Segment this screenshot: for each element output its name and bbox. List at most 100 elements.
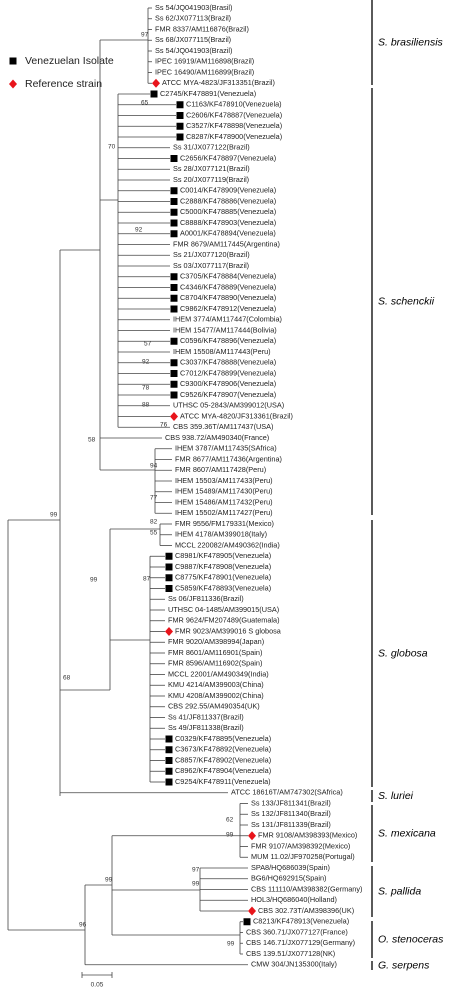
diamond-marker (248, 831, 256, 841)
clade-label: G. serpens (378, 959, 430, 971)
leaf-label: FMR 9108/AM398393(Mexico) (258, 831, 357, 840)
bootstrap-value: 55 (150, 530, 158, 537)
leaf-label: Ss 131/JF811339(Brazil) (251, 820, 331, 829)
leaf-label: C2606/KF478887(Venezuela) (186, 110, 282, 119)
clade-label: S. brasiliensis (378, 36, 444, 48)
clade-label: S. luriei (378, 790, 414, 802)
leaf-label: FMR 8679/AM117445(Argentina) (173, 239, 280, 248)
bootstrap-value: 99 (90, 577, 98, 584)
square-marker (170, 273, 178, 281)
square-marker (170, 305, 178, 313)
leaf-label: C2656/KF478897(Venezuela) (180, 153, 276, 162)
square-marker (170, 284, 178, 291)
square-marker (150, 90, 158, 98)
square-marker (170, 380, 178, 388)
bootstrap-value: 57 (144, 341, 152, 348)
leaf-label: C4346/KF478889(Venezuela) (180, 282, 276, 291)
leaf-label: CMW 304/JN135300(Italy) (251, 960, 337, 969)
square-marker (165, 585, 173, 592)
leaf-label: C3673/KF478892(Venezuela) (175, 745, 271, 754)
leaf-label: C3705/KF478884(Venezuela) (180, 272, 276, 281)
square-marker (165, 735, 173, 743)
bootstrap-value: 87 (143, 576, 151, 583)
bootstrap-value: 97 (192, 867, 200, 874)
diamond-marker (9, 79, 17, 89)
leaf-label: IHEM 15502/AM117427(Peru) (175, 508, 273, 517)
bootstrap-value: 92 (135, 227, 143, 234)
leaf-label: C2745/KF478891(Venezuela) (160, 89, 256, 98)
leaf-label: C9526/KF478907(Venezuela) (180, 390, 276, 399)
leaf-label: FMR 8601/AM116901(Spain) (168, 648, 262, 657)
leaf-label: A0001/KF478894(Venezuela) (180, 229, 276, 238)
leaf-label: CBS 111110/AM398382(Germany) (251, 884, 362, 893)
bootstrap-value: 77 (150, 495, 158, 502)
square-marker (165, 757, 173, 764)
leaf-label: UTHSC 04-1485/AM399015(USA) (168, 605, 279, 614)
leaf-label: MUM 11.02/JF970258(Portugal) (251, 852, 355, 861)
square-marker (170, 230, 178, 238)
leaf-label: ATCC 18616T/AM747302(SAfrica) (231, 788, 343, 797)
leaf-label: MCCL 220082/AM490362(India) (175, 540, 280, 549)
bootstrap-value: 99 (50, 512, 58, 519)
square-marker (176, 112, 184, 119)
clade-label: S. pallida (378, 885, 421, 897)
leaf-label: C2888/KF478886(Venezuela) (180, 196, 276, 205)
leaf-label: BG6/HQ692915(Spain) (251, 874, 326, 883)
square-marker (170, 187, 178, 195)
leaf-label: IPEC 16490/AM116899(Brazil) (155, 67, 254, 76)
leaf-label: C0596/KF478896(Venezuela) (180, 336, 276, 345)
leaf-label: C9862/KF478912(Venezuela) (180, 304, 276, 313)
square-marker (176, 101, 184, 109)
bootstrap-value: 96 (79, 922, 87, 929)
leaf-label: C8981/KF478905(Venezuela) (175, 551, 271, 560)
diamond-marker (248, 906, 256, 916)
bootstrap-value: 65 (141, 100, 149, 107)
bootstrap-value: 88 (142, 402, 150, 409)
leaf-label: C3037/KF478888(Venezuela) (180, 358, 276, 367)
leaf-label: Ss 06/JF811336(Brazil) (168, 594, 244, 603)
leaf-label: C9887/KF478908(Venezuela) (175, 562, 271, 571)
square-marker (170, 155, 178, 162)
leaf-label: C8857/KF478902(Venezuela) (175, 755, 271, 764)
clade-label: S. mexicana (378, 827, 436, 839)
legend-label: Venezuelan Isolate (25, 55, 114, 67)
leaf-label: IHEM 15489/AM117430(Peru) (175, 487, 273, 496)
leaf-label: C9254/KF478911(Venezuela) (175, 777, 271, 786)
leaf-label: IHEM 15503/AM117433(Peru) (175, 476, 273, 485)
diamond-marker (170, 412, 178, 421)
leaf-label: SPA8/HQ686039(Spain) (251, 863, 330, 872)
diamond-marker (165, 627, 173, 636)
bootstrap-value: 99 (192, 881, 200, 888)
leaf-label: Ss 28/JX077121(Brazil) (173, 164, 250, 173)
square-marker (243, 918, 251, 926)
leaf-label: IHEM 4178/AM399018(Italy) (175, 530, 267, 539)
square-marker (176, 133, 184, 141)
square-marker (170, 359, 178, 367)
bootstrap-value: 78 (142, 385, 150, 392)
leaf-label: FMR 9107/AM398392(Mexico) (251, 841, 350, 850)
leaf-label: C5000/KF478885(Venezuela) (180, 207, 276, 216)
leaf-label: C3527/KF478898(Venezuela) (186, 121, 282, 130)
leaf-label: CBS 938.72/AM490340(France) (165, 433, 269, 442)
leaf-label: FMR 9556/FM179331(Mexico) (175, 519, 274, 528)
leaf-label: UTHSC 05-2843/AM399012(USA) (173, 401, 284, 410)
clade-label: S. globosa (378, 647, 428, 659)
leaf-label: MCCL 22001/AM490349(India) (168, 669, 269, 678)
scale-label: 0.05 (91, 982, 104, 989)
leaf-label: KMU 4208/AM399002(China) (168, 691, 264, 700)
square-marker (165, 746, 173, 754)
leaf-label: C5859/KF478893(Venezuela) (175, 583, 271, 592)
leaf-label: Ss 41/JF811337(Brazil) (168, 712, 244, 721)
leaf-label: HOL3/HQ686040(Holland) (251, 895, 337, 904)
legend-label: Reference strain (25, 78, 102, 90)
leaf-label: Ss 03/JX077117(Brazil) (173, 261, 249, 270)
leaf-label: KMU 4214/AM399003(China) (168, 680, 264, 689)
square-marker (165, 767, 173, 775)
leaf-label: FMR 9624/FM207489(Guatemala) (168, 616, 280, 625)
leaf-label: Ss 21/JX077120(Brazil) (173, 250, 250, 259)
bootstrap-value: 58 (88, 437, 96, 444)
leaf-label: Ss 68/JX077115(Brazil) (155, 35, 231, 44)
square-marker (170, 337, 178, 345)
leaf-label: FMR 9020/AM398994(Japan) (168, 637, 264, 646)
